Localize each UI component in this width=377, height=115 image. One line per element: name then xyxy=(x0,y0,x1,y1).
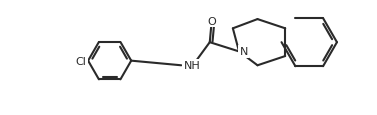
Text: Cl: Cl xyxy=(76,56,87,66)
Text: O: O xyxy=(207,16,216,26)
Text: NH: NH xyxy=(184,61,200,71)
Text: N: N xyxy=(239,47,248,57)
